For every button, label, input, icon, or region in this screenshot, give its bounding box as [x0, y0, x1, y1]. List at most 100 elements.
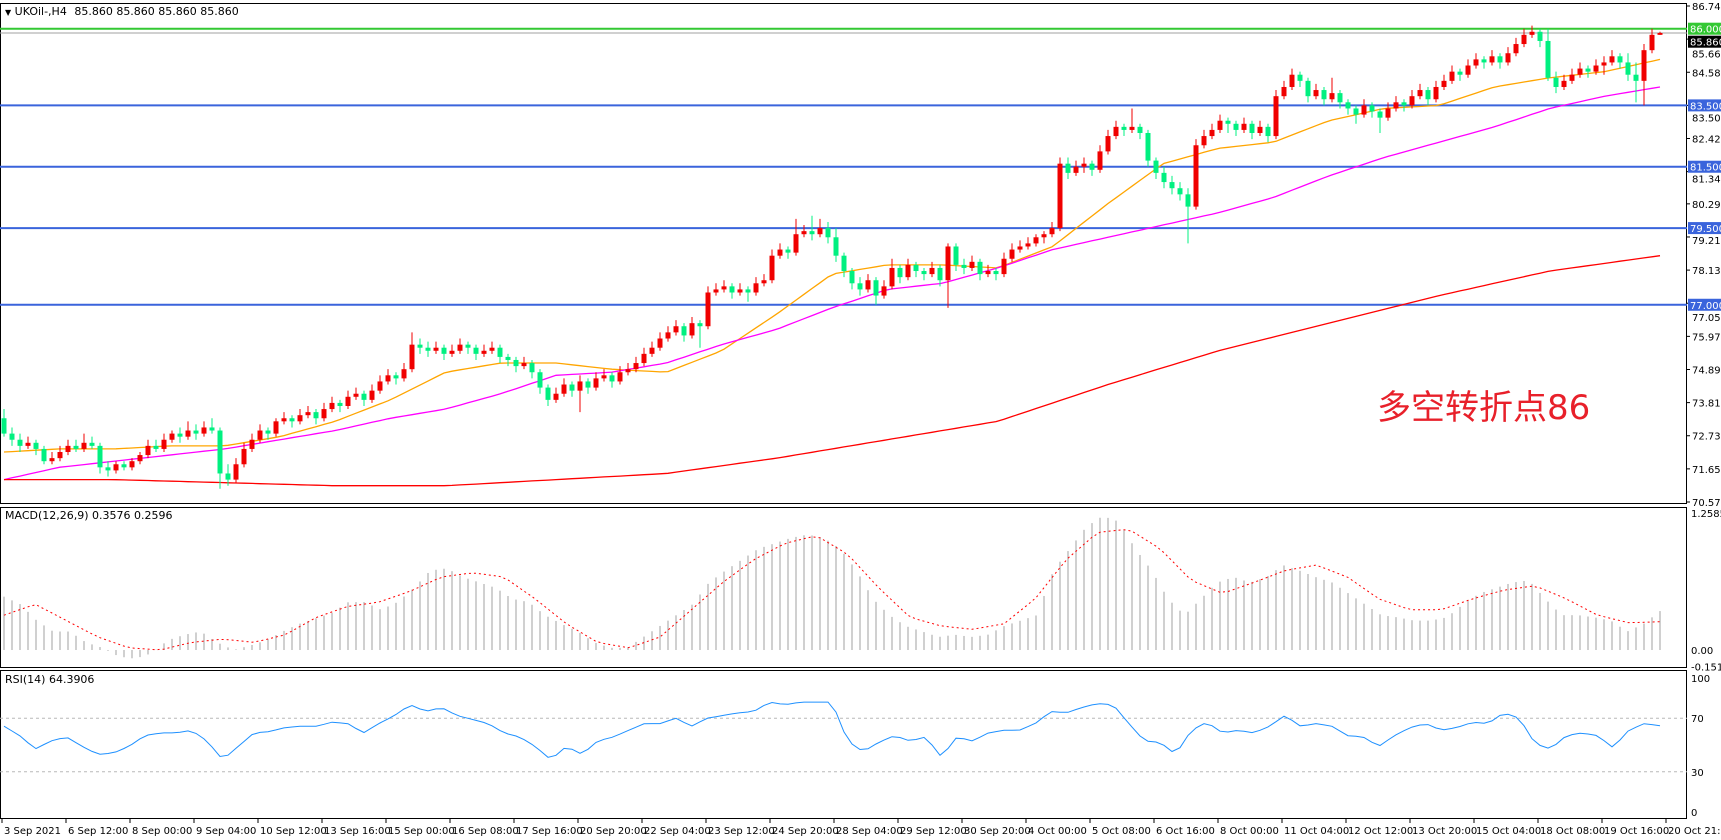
- moving-averages: [3, 58, 1661, 487]
- candle: [161, 433, 167, 453]
- candle: [1385, 102, 1391, 121]
- candle-body: [1209, 129, 1215, 137]
- candle: [569, 381, 575, 397]
- candle-body: [441, 347, 447, 354]
- candle-body: [1265, 126, 1271, 137]
- candle: [1561, 74, 1567, 91]
- triangle-down-icon[interactable]: ▼: [5, 8, 12, 17]
- candle-body: [209, 427, 215, 431]
- candle-body: [1161, 172, 1167, 183]
- ohlc-values: 85.860 85.860 85.860 85.860: [74, 5, 239, 18]
- candle: [449, 344, 455, 357]
- candle: [945, 243, 951, 308]
- candle: [1473, 53, 1479, 69]
- candle: [809, 215, 815, 241]
- candle-body: [905, 264, 911, 278]
- candle-body: [1, 418, 7, 434]
- candle: [265, 427, 271, 440]
- candle: [1305, 77, 1311, 103]
- price-tick-label: 72.730: [1692, 432, 1721, 443]
- candle: [833, 228, 839, 262]
- candle-body: [1097, 151, 1103, 170]
- candle: [1313, 83, 1319, 100]
- candle-body: [201, 427, 207, 434]
- candle: [153, 439, 159, 453]
- candle-body: [1001, 258, 1007, 275]
- candle-body: [1113, 126, 1119, 137]
- candle-body: [1609, 56, 1615, 63]
- candle-body: [289, 418, 295, 422]
- candle: [313, 409, 319, 425]
- time-tick-label: 23 Sep 12:00: [708, 826, 775, 837]
- candle-body: [1257, 126, 1263, 133]
- candle-body: [377, 381, 383, 391]
- candle: [1273, 90, 1279, 140]
- price-tick-label: 81.340: [1692, 175, 1721, 186]
- candle: [825, 221, 831, 244]
- candle-body: [657, 338, 663, 348]
- candle-body: [105, 467, 111, 471]
- time-tick-label: 19 Oct 16:00: [1604, 826, 1669, 837]
- price-tick-label: 74.890: [1692, 365, 1721, 376]
- time-tick-label: 20 Sep 20:00: [580, 826, 647, 837]
- candle: [1081, 157, 1087, 173]
- candle-body: [873, 280, 879, 296]
- current-price-badge: 85.860: [1690, 38, 1721, 49]
- candle-body: [129, 461, 135, 468]
- rsi-tick-label: 30: [1691, 768, 1704, 779]
- candle: [209, 418, 215, 434]
- candle-body: [1385, 108, 1391, 118]
- candle: [553, 387, 559, 403]
- symbol-timeframe: UKOil-,H4: [14, 5, 67, 18]
- candle: [1201, 129, 1207, 149]
- candle: [113, 461, 119, 474]
- candle: [1593, 59, 1599, 75]
- candle-body: [481, 350, 487, 354]
- candle: [1585, 65, 1591, 78]
- candle: [401, 363, 407, 382]
- candle-body: [249, 439, 255, 449]
- panel-frames: [0, 3, 1687, 819]
- candle: [65, 439, 71, 456]
- candle-body: [1529, 31, 1535, 35]
- candle: [1225, 117, 1231, 133]
- candle: [1257, 120, 1263, 137]
- candle: [889, 258, 895, 290]
- candle-body: [89, 442, 95, 446]
- candle-body: [1657, 32, 1663, 35]
- candle-body: [1457, 71, 1463, 75]
- candle: [1033, 234, 1039, 247]
- candle: [1, 409, 7, 437]
- candle: [1281, 80, 1287, 100]
- candle: [681, 323, 687, 342]
- candle-body: [1585, 68, 1591, 72]
- candle: [193, 424, 199, 440]
- candle-body: [705, 292, 711, 327]
- candle: [1233, 120, 1239, 137]
- candle-body: [529, 363, 535, 373]
- candle-body: [113, 464, 119, 471]
- candle: [1641, 44, 1647, 106]
- candle-body: [1137, 126, 1143, 133]
- candle: [649, 341, 655, 357]
- time-tick-label: 8 Oct 00:00: [1220, 826, 1279, 837]
- candle-body: [1185, 194, 1191, 207]
- rsi-label: RSI(14) 64.3906: [5, 673, 95, 686]
- candle: [1177, 182, 1183, 201]
- candle-body: [1633, 74, 1639, 81]
- candle-body: [777, 249, 783, 256]
- candle: [1289, 68, 1295, 91]
- candle-body: [1009, 249, 1015, 259]
- candle-body: [985, 271, 991, 275]
- candle-body: [1409, 96, 1415, 106]
- candle-body: [161, 439, 167, 449]
- candle-body: [561, 384, 567, 394]
- candle: [865, 274, 871, 293]
- candle-body: [1089, 163, 1095, 170]
- candle: [1025, 237, 1031, 250]
- candle-body: [953, 246, 959, 265]
- candle: [1017, 240, 1023, 253]
- candle: [585, 378, 591, 394]
- candle: [1441, 74, 1447, 91]
- candle: [793, 218, 799, 256]
